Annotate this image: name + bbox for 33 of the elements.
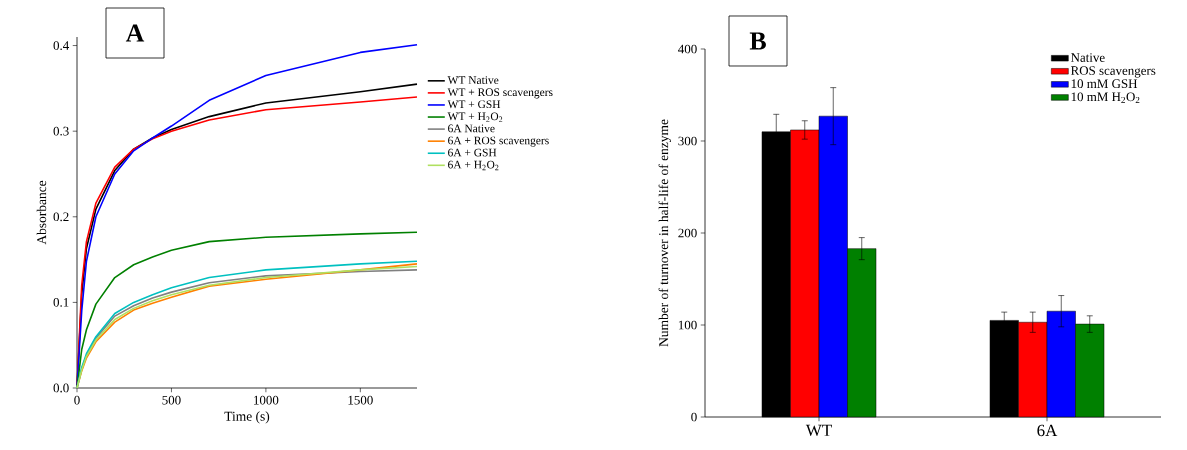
legend-label: WT + GSH — [447, 100, 501, 109]
y-tick-label: 300 — [678, 136, 697, 146]
legend-label: ROS scavengers — [1070, 66, 1156, 78]
legend-label: 10 mM H$_{2}$O$_{2}$ — [1071, 92, 1140, 103]
annotation: A — [125, 24, 145, 42]
legend-label: 6A + ROS scavengers — [448, 136, 549, 147]
x-tick-label: 1000 — [254, 395, 279, 405]
x-tick-label: 1500 — [348, 395, 373, 405]
y-tick-label: 0.1 — [53, 298, 69, 307]
x-tick-label: 0 — [74, 395, 80, 405]
y-axis-title: Number of turnover in half-life of enzyme — [658, 119, 671, 347]
legend-label: WT + ROS scavengers — [447, 88, 553, 99]
y-tick-label: 200 — [678, 228, 697, 238]
y-axis-title: Absorbance — [36, 180, 47, 245]
legend-label: WT + H$_{2}$O$_{2}$ — [447, 112, 503, 122]
legend-label: Native — [1070, 53, 1105, 62]
y-tick-label: 0.0 — [53, 383, 69, 393]
y-tick-label: 0.2 — [53, 212, 69, 222]
x-tick-label: WT — [805, 424, 832, 437]
legend-label: 6A + GSH — [448, 148, 497, 157]
legend-label: WT Native — [447, 76, 499, 85]
y-tick-label: 0.3 — [53, 126, 69, 136]
y-tick-label: 0.4 — [53, 41, 70, 50]
legend-label: 6A + H$_{2}$O$_{2}$ — [448, 160, 499, 171]
y-tick-label: 400 — [678, 44, 697, 54]
legend-label: 10 mM GSH — [1071, 79, 1138, 89]
x-tick-label: 6A — [1037, 424, 1058, 437]
y-tick-label: 100 — [678, 320, 697, 330]
x-tick-label: 500 — [162, 395, 181, 405]
x-axis-title: Time (s) — [224, 411, 270, 424]
legend-label: 6A Native — [448, 124, 495, 133]
annotation: B — [749, 32, 766, 50]
y-tick-label: 0 — [691, 412, 697, 422]
